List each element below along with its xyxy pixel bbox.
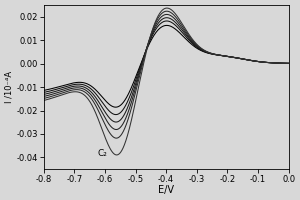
Y-axis label: I /10⁻⁴A: I /10⁻⁴A [5, 71, 14, 103]
Text: C₂: C₂ [97, 149, 107, 158]
X-axis label: E/V: E/V [158, 185, 174, 195]
